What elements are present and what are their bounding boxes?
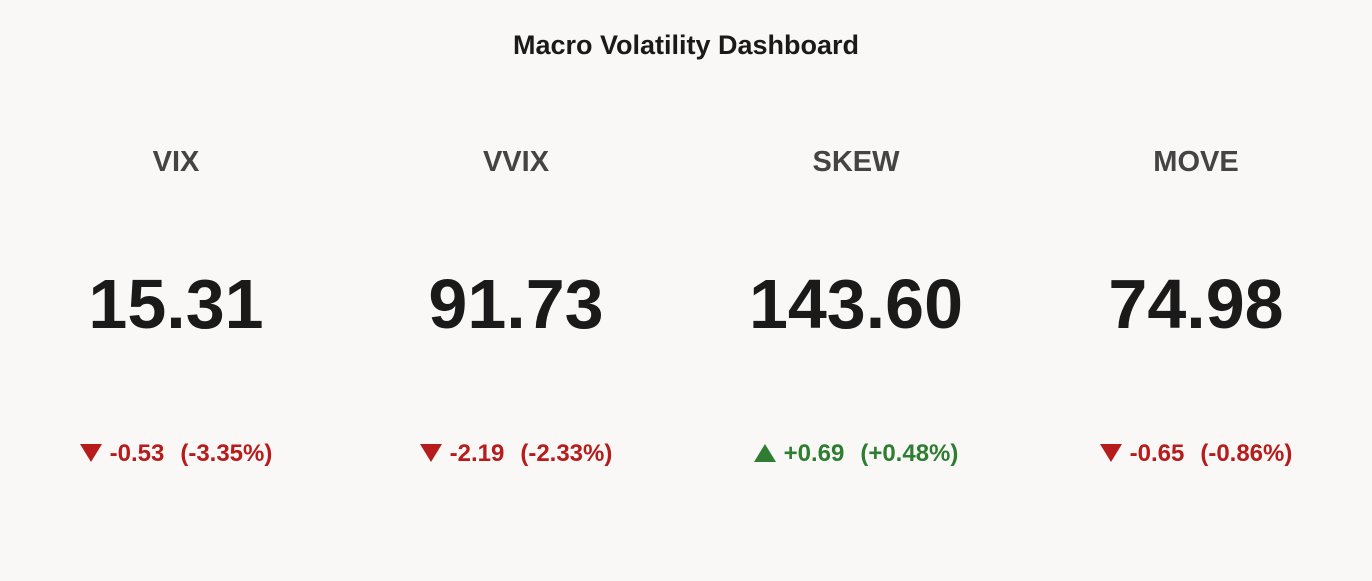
indicator-card: SKEW 143.60 +0.69 (+0.48%) <box>686 0 1026 581</box>
indicator-value: 74.98 <box>1108 265 1284 343</box>
indicator-card: VIX 15.31 -0.53 (-3.35%) <box>6 0 346 581</box>
delta-value: -0.53 <box>109 440 165 467</box>
indicator-delta: +0.69 (+0.48%) <box>686 440 1026 468</box>
delta-value: -2.19 <box>449 440 505 467</box>
delta-arrow <box>419 444 442 462</box>
arrow-shape <box>753 444 776 462</box>
indicator-delta: -0.65 (-0.86%) <box>1026 440 1366 468</box>
delta-percent: (-3.35%) <box>180 440 273 467</box>
delta-value: +0.69 <box>783 440 845 467</box>
arrow-shape <box>419 444 442 462</box>
indicator-card: VVIX 91.73 -2.19 (-2.33%) <box>346 0 686 581</box>
indicator-label: VIX <box>152 146 200 178</box>
indicator-row: VIX 15.31 -0.53 (-3.35%) VVIX 91.73 -2.19 (-2.3… <box>6 0 1366 581</box>
delta-percent: (+0.48%) <box>860 440 959 467</box>
indicator-label: VVIX <box>482 146 550 178</box>
delta-arrow <box>1099 444 1122 462</box>
delta-arrow <box>753 444 776 462</box>
indicator-card: MOVE 74.98 -0.65 (-0.86%) <box>1026 0 1366 581</box>
delta-value: -0.65 <box>1129 440 1185 467</box>
indicator-delta: -2.19 (-2.33%) <box>346 440 686 468</box>
indicator-value: 15.31 <box>88 265 264 343</box>
delta-percent: (-2.33%) <box>520 440 613 467</box>
title: Macro Volatility Dashboard <box>512 30 860 60</box>
indicator-value: 143.60 <box>748 265 964 343</box>
indicator-label: MOVE <box>1153 146 1239 178</box>
indicator-delta: -0.53 (-3.35%) <box>6 440 346 468</box>
arrow-shape <box>1099 444 1122 462</box>
indicator-label: SKEW <box>812 146 900 178</box>
delta-arrow <box>79 444 102 462</box>
arrow-shape <box>79 444 102 462</box>
delta-percent: (-0.86%) <box>1200 440 1293 467</box>
indicator-value: 91.73 <box>428 265 604 343</box>
